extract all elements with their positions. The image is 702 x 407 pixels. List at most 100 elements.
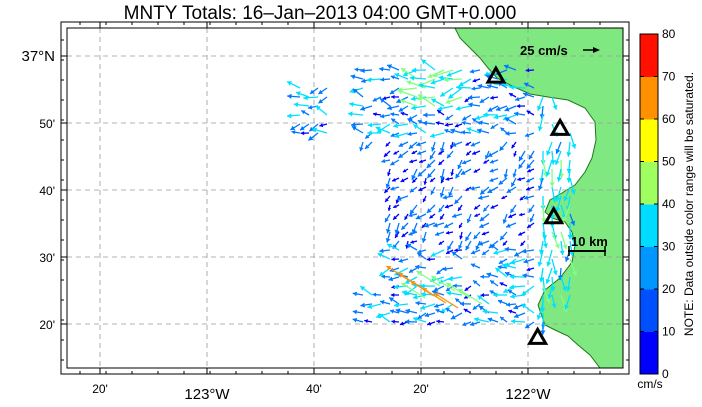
current-vector xyxy=(487,317,499,323)
current-vector xyxy=(526,222,535,229)
current-vector xyxy=(293,102,310,108)
current-vector xyxy=(465,141,472,147)
current-vector xyxy=(486,272,499,278)
station-marker xyxy=(543,205,565,225)
current-vector xyxy=(390,75,400,80)
current-vector xyxy=(319,123,328,128)
station-marker xyxy=(485,65,507,84)
current-vector xyxy=(434,231,445,236)
current-vector xyxy=(549,168,555,187)
current-vector xyxy=(395,308,409,314)
current-vector xyxy=(478,120,490,126)
current-vector xyxy=(429,150,436,160)
current-vector xyxy=(447,276,463,282)
current-vector xyxy=(350,122,364,128)
current-vector xyxy=(411,150,418,155)
current-vector xyxy=(516,103,526,109)
current-vector xyxy=(523,195,535,200)
current-vector xyxy=(398,141,409,147)
current-vector xyxy=(411,168,418,181)
current-vector xyxy=(290,123,301,131)
current-vector xyxy=(415,300,427,306)
colorbar-tick-label: 50 xyxy=(662,155,676,169)
colorbar-note: NOTE: Data outside color range will be s… xyxy=(682,72,696,336)
current-vector xyxy=(397,89,418,98)
lat-label: 30' xyxy=(39,251,55,265)
current-vector xyxy=(445,307,454,314)
current-vector xyxy=(390,118,400,125)
current-vector xyxy=(318,87,328,95)
current-vector xyxy=(509,84,526,90)
current-vector xyxy=(315,105,328,116)
current-vector xyxy=(435,121,445,126)
current-vector xyxy=(418,83,436,89)
current-vector xyxy=(426,168,436,179)
current-vector xyxy=(401,231,409,238)
current-vector xyxy=(380,77,391,82)
current-vector xyxy=(489,279,499,287)
current-vector xyxy=(475,240,481,251)
current-vector xyxy=(487,105,499,112)
current-vector xyxy=(480,274,490,279)
current-vector xyxy=(489,168,499,173)
current-vector xyxy=(445,230,454,235)
current-vector xyxy=(446,69,463,77)
current-vector xyxy=(472,303,481,311)
lat-label: 50' xyxy=(39,117,55,131)
colorbar-tick-label: 20 xyxy=(662,282,676,296)
current-vector xyxy=(555,141,562,154)
current-vector xyxy=(367,303,382,309)
current-vector xyxy=(446,150,454,159)
current-vector xyxy=(400,222,409,231)
current-vector xyxy=(458,288,483,305)
current-vector xyxy=(381,158,391,164)
current-vector xyxy=(521,303,535,314)
current-vector xyxy=(390,159,400,166)
current-vector xyxy=(559,240,565,256)
current-vector xyxy=(460,130,472,135)
current-vector xyxy=(520,240,526,247)
current-vector xyxy=(385,231,391,243)
current-vector xyxy=(493,249,508,255)
current-vector xyxy=(390,186,400,191)
colorbar-tick-label: 80 xyxy=(662,27,676,41)
current-vector xyxy=(409,204,418,215)
current-vector xyxy=(366,77,382,83)
current-vector xyxy=(411,105,427,111)
current-vector xyxy=(448,186,454,197)
current-vector xyxy=(504,117,517,125)
current-vector xyxy=(352,291,364,297)
map-title: MNTY Totals: 16–Jan–2013 04:00 GMT+0.000 xyxy=(123,3,517,24)
current-vector xyxy=(457,204,463,212)
velocity-scale-arrow: 25 cm/s xyxy=(520,43,600,58)
current-vector xyxy=(386,64,400,71)
current-vector xyxy=(451,213,463,219)
current-vector xyxy=(511,141,517,149)
current-vector xyxy=(372,112,382,117)
current-vector xyxy=(506,302,517,307)
current-vector xyxy=(508,309,517,314)
current-vector xyxy=(448,87,463,99)
current-vector xyxy=(545,267,553,284)
current-vector xyxy=(551,186,557,203)
current-vector xyxy=(379,248,391,254)
current-vector xyxy=(407,131,418,137)
current-vector xyxy=(418,159,427,164)
current-vector xyxy=(473,231,481,240)
current-vector xyxy=(445,96,463,104)
current-vector xyxy=(510,318,526,324)
current-vector xyxy=(472,279,481,287)
current-vector xyxy=(518,231,526,236)
current-vector xyxy=(536,303,544,320)
current-vector xyxy=(546,141,553,156)
current-vector xyxy=(286,113,301,119)
current-vector xyxy=(479,213,490,222)
current-vector xyxy=(490,204,499,209)
current-vector xyxy=(497,299,508,305)
current-vector xyxy=(479,222,490,229)
current-vector xyxy=(537,177,544,191)
lat-label: 20' xyxy=(39,318,55,332)
current-vector xyxy=(508,92,517,98)
current-vector xyxy=(318,96,328,104)
current-vector xyxy=(388,276,400,282)
